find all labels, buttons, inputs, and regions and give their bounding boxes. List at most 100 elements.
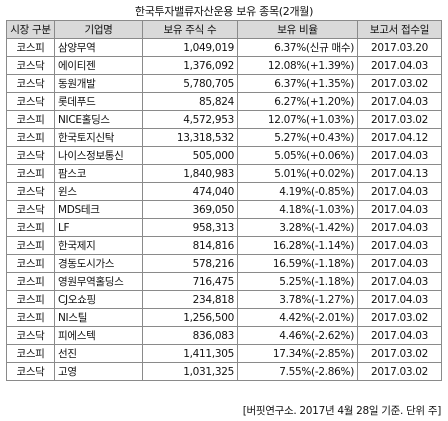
table-row: 코스피 선진 1,411,305 17.34%(-2.85%) 2017.03.02 bbox=[6, 344, 442, 363]
report-date-cell: 2017.04.03 bbox=[357, 218, 442, 237]
ratio-cell: 6.37%(신규 매수) bbox=[237, 38, 358, 57]
column-header-ratio: 보유 비율 bbox=[237, 20, 358, 39]
report-date-cell: 2017.03.02 bbox=[357, 308, 442, 327]
company-cell: 한국제지 bbox=[54, 236, 143, 255]
shares-cell: 474,040 bbox=[142, 182, 238, 201]
table-row: 코스피 팜스코 1,840,983 5.01%(+0.02%) 2017.04.13 bbox=[6, 164, 442, 183]
market-cell: 코스피 bbox=[6, 236, 55, 255]
table-body: 코스피 삼양무역 1,049,019 6.37%(신규 매수) 2017.03.20 코스… bbox=[6, 38, 442, 381]
table-row: 코스피 한국토지신탁 13,318,532 5.27%(+0.43%) 2017.04.… bbox=[6, 128, 442, 147]
report-date-cell: 2017.04.03 bbox=[357, 326, 442, 345]
shares-cell: 369,050 bbox=[142, 200, 238, 219]
company-cell: 에이티젠 bbox=[54, 56, 143, 75]
table-row: 코스피 영원무역홀딩스 716,475 5.25%(-1.18%) 2017.04.03 bbox=[6, 272, 442, 291]
ratio-cell: 4.18%(-1.03%) bbox=[237, 200, 358, 219]
table-row: 코스닥 윈스 474,040 4.19%(-0.85%) 2017.04.03 bbox=[6, 182, 442, 201]
report-date-cell: 2017.04.03 bbox=[357, 56, 442, 75]
ratio-cell: 12.07%(+1.03%) bbox=[237, 110, 358, 129]
company-cell: CJ오쇼핑 bbox=[54, 290, 143, 309]
shares-cell: 958,313 bbox=[142, 218, 238, 237]
market-cell: 코스피 bbox=[6, 128, 55, 147]
company-cell: 영원무역홀딩스 bbox=[54, 272, 143, 291]
market-cell: 코스닥 bbox=[6, 182, 55, 201]
shares-cell: 505,000 bbox=[142, 146, 238, 165]
table-row: 코스닥 롯데푸드 85,824 6.27%(+1.20%) 2017.04.03 bbox=[6, 92, 442, 111]
table-row: 코스피 CJ오쇼핑 234,818 3.78%(-1.27%) 2017.04.03 bbox=[6, 290, 442, 309]
page-title: 한국투자밸류자산운용 보유 종목(2개월) bbox=[134, 5, 314, 18]
report-date-cell: 2017.03.02 bbox=[357, 110, 442, 129]
shares-cell: 578,216 bbox=[142, 254, 238, 273]
report-date-cell: 2017.04.03 bbox=[357, 200, 442, 219]
report-date-cell: 2017.03.02 bbox=[357, 362, 442, 381]
market-cell: 코스닥 bbox=[6, 74, 55, 93]
report-date-cell: 2017.04.03 bbox=[357, 92, 442, 111]
company-cell: 윈스 bbox=[54, 182, 143, 201]
shares-cell: 4,572,953 bbox=[142, 110, 238, 129]
shares-cell: 836,083 bbox=[142, 326, 238, 345]
holdings-table: 시장 구분 기업명 보유 주식 수 보유 비율 보고서 접수일 코스피 삼양무역 1… bbox=[6, 20, 442, 381]
company-cell: MDS테크 bbox=[54, 200, 143, 219]
report-date-cell: 2017.03.02 bbox=[357, 344, 442, 363]
shares-cell: 1,840,983 bbox=[142, 164, 238, 183]
ratio-cell: 7.55%(-2.86%) bbox=[237, 362, 358, 381]
ratio-cell: 12.08%(+1.39%) bbox=[237, 56, 358, 75]
company-cell: 피에스텍 bbox=[54, 326, 143, 345]
company-cell: LF bbox=[54, 218, 143, 237]
table-row: 코스닥 MDS테크 369,050 4.18%(-1.03%) 2017.04.03 bbox=[6, 200, 442, 219]
shares-cell: 1,049,019 bbox=[142, 38, 238, 57]
market-cell: 코스닥 bbox=[6, 146, 55, 165]
market-cell: 코스피 bbox=[6, 272, 55, 291]
table-row: 코스피 경동도시가스 578,216 16.59%(-1.18%) 2017.04.03 bbox=[6, 254, 442, 273]
report-date-cell: 2017.03.02 bbox=[357, 74, 442, 93]
ratio-cell: 4.42%(-2.01%) bbox=[237, 308, 358, 327]
report-date-cell: 2017.04.03 bbox=[357, 182, 442, 201]
report-date-cell: 2017.04.12 bbox=[357, 128, 442, 147]
table-row: 코스피 한국제지 814,816 16.28%(-1.14%) 2017.04.03 bbox=[6, 236, 442, 255]
market-cell: 코스피 bbox=[6, 290, 55, 309]
ratio-cell: 6.27%(+1.20%) bbox=[237, 92, 358, 111]
ratio-cell: 16.59%(-1.18%) bbox=[237, 254, 358, 273]
company-cell: 한국토지신탁 bbox=[54, 128, 143, 147]
market-cell: 코스닥 bbox=[6, 326, 55, 345]
company-cell: NI스틸 bbox=[54, 308, 143, 327]
market-cell: 코스피 bbox=[6, 308, 55, 327]
ratio-cell: 17.34%(-2.85%) bbox=[237, 344, 358, 363]
shares-cell: 1,031,325 bbox=[142, 362, 238, 381]
company-cell: 롯데푸드 bbox=[54, 92, 143, 111]
market-cell: 코스피 bbox=[6, 218, 55, 237]
table-row: 코스닥 에이티젠 1,376,092 12.08%(+1.39%) 2017.04.03 bbox=[6, 56, 442, 75]
shares-cell: 234,818 bbox=[142, 290, 238, 309]
company-cell: 나이스정보통신 bbox=[54, 146, 143, 165]
ratio-cell: 3.28%(-1.42%) bbox=[237, 218, 358, 237]
company-cell: 팜스코 bbox=[54, 164, 143, 183]
company-cell: 경동도시가스 bbox=[54, 254, 143, 273]
ratio-cell: 5.25%(-1.18%) bbox=[237, 272, 358, 291]
table-row: 코스피 LF 958,313 3.28%(-1.42%) 2017.04.03 bbox=[6, 218, 442, 237]
market-cell: 코스피 bbox=[6, 164, 55, 183]
shares-cell: 13,318,532 bbox=[142, 128, 238, 147]
company-cell: 고영 bbox=[54, 362, 143, 381]
table-row: 코스피 삼양무역 1,049,019 6.37%(신규 매수) 2017.03.20 bbox=[6, 38, 442, 57]
column-header-company: 기업명 bbox=[54, 20, 143, 39]
table-row: 코스피 NICE홀딩스 4,572,953 12.07%(+1.03%) 2017.03… bbox=[6, 110, 442, 129]
table-row: 코스닥 고영 1,031,325 7.55%(-2.86%) 2017.03.02 bbox=[6, 362, 442, 381]
company-cell: 동원개발 bbox=[54, 74, 143, 93]
market-cell: 코스닥 bbox=[6, 56, 55, 75]
company-cell: 삼양무역 bbox=[54, 38, 143, 57]
table-row: 코스닥 나이스정보통신 505,000 5.05%(+0.06%) 2017.04.03 bbox=[6, 146, 442, 165]
ratio-cell: 5.05%(+0.06%) bbox=[237, 146, 358, 165]
ratio-cell: 5.27%(+0.43%) bbox=[237, 128, 358, 147]
column-header-market: 시장 구분 bbox=[6, 20, 55, 39]
report-date-cell: 2017.04.03 bbox=[357, 254, 442, 273]
report-date-cell: 2017.04.03 bbox=[357, 272, 442, 291]
shares-cell: 716,475 bbox=[142, 272, 238, 291]
column-header-shares: 보유 주식 수 bbox=[142, 20, 238, 39]
shares-cell: 85,824 bbox=[142, 92, 238, 111]
ratio-cell: 5.01%(+0.02%) bbox=[237, 164, 358, 183]
market-cell: 코스닥 bbox=[6, 200, 55, 219]
shares-cell: 1,376,092 bbox=[142, 56, 238, 75]
report-date-cell: 2017.03.20 bbox=[357, 38, 442, 57]
market-cell: 코스피 bbox=[6, 38, 55, 57]
table-row: 코스닥 피에스텍 836,083 4.46%(-2.62%) 2017.04.03 bbox=[6, 326, 442, 345]
